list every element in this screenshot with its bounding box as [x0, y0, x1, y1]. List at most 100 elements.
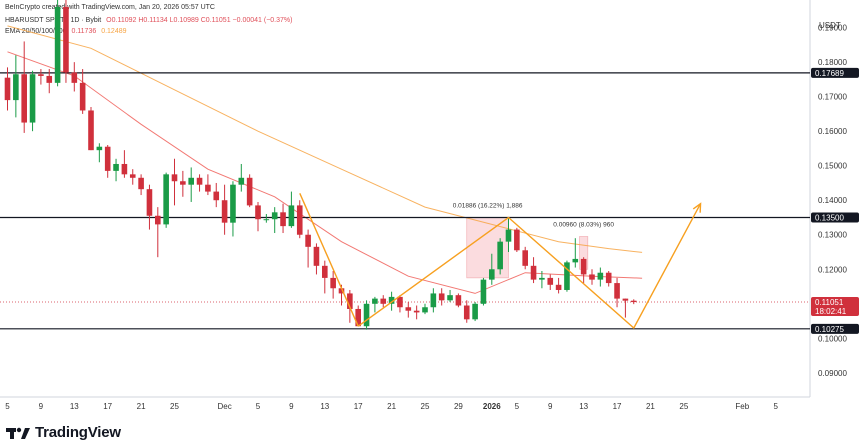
x-tick-label: 9: [289, 402, 294, 411]
x-tick-label: 5: [256, 402, 261, 411]
candle-down: [213, 191, 220, 201]
price-label-upper-box: [811, 67, 859, 78]
candle-down: [330, 277, 336, 289]
y-tick-label: 0.13000: [818, 231, 847, 240]
candle-down: [180, 181, 186, 185]
price-label-lower: 0.10275: [815, 325, 844, 334]
candle-up: [271, 212, 278, 220]
candle-up: [238, 177, 245, 185]
candle-up: [564, 262, 570, 290]
candle-up: [372, 298, 378, 304]
candle-up: [29, 74, 36, 123]
candle-down: [196, 177, 203, 185]
candle-down: [313, 246, 320, 266]
candle-up: [188, 177, 194, 185]
candle-down: [555, 284, 562, 290]
price-label-current-countdown: 18:02:41: [815, 307, 847, 316]
candle-up: [447, 295, 453, 301]
candle-down: [347, 293, 353, 309]
candle-up: [230, 184, 236, 223]
y-tick-label: 0.15000: [818, 162, 847, 171]
candle-up: [113, 163, 119, 171]
candle-down: [305, 234, 311, 247]
x-tick-label: 17: [613, 402, 622, 411]
candle-down: [104, 146, 111, 171]
y-tick-label: 0.10000: [818, 334, 847, 343]
x-tick-label: Dec: [217, 402, 231, 411]
candle-down: [88, 110, 94, 151]
candle-down: [438, 293, 445, 301]
candle-up: [96, 146, 103, 151]
x-tick-label: 5: [773, 402, 778, 411]
x-tick-label: 5: [5, 402, 10, 411]
x-tick-label: 5: [515, 402, 520, 411]
candle-down: [121, 163, 128, 175]
candle-up: [505, 229, 512, 242]
y-tick-label: 0.18000: [818, 58, 847, 67]
candle-up: [388, 296, 395, 304]
candle-down: [146, 189, 153, 216]
candle-down: [355, 308, 361, 327]
candle-down: [338, 288, 345, 294]
candle-down: [79, 82, 86, 111]
candle-down: [514, 229, 520, 251]
candle-up: [263, 219, 270, 221]
candle-down: [397, 296, 403, 308]
candle-down: [4, 77, 11, 101]
price-label-current-box: [811, 297, 859, 317]
candle-up: [480, 279, 487, 304]
candle-down: [413, 310, 420, 313]
ema-legend-label: EMA 20/50/100/200: [5, 28, 67, 35]
candle-down: [21, 74, 27, 123]
candle-down: [605, 272, 612, 284]
candle-down: [280, 212, 286, 227]
candle-down: [463, 305, 470, 320]
candle-down: [455, 295, 462, 306]
pattern-zigzag-line: [357, 203, 702, 330]
candle-down: [614, 283, 620, 299]
symbol-ohlc-row: HBARUSDT SPOT · 1D · Bybit O0.11092 H0.1…: [5, 17, 292, 24]
candle-up: [497, 241, 503, 270]
candle-up: [13, 74, 19, 101]
tradingview-logo-icon: [6, 427, 30, 439]
candle-down: [46, 75, 53, 83]
candle-down: [171, 174, 178, 182]
candle-up: [288, 205, 295, 227]
axis-unit-label: USDT: [819, 21, 841, 30]
candle-down: [63, 6, 69, 73]
candle-up: [597, 272, 604, 280]
measure-label-1: 0.01886 (16.22%) 1,886: [453, 202, 523, 209]
candle-up: [539, 277, 545, 280]
price-label-middle: 0.13500: [815, 213, 844, 222]
candle-up: [54, 6, 61, 83]
x-tick-label: 17: [103, 402, 112, 411]
candle-down: [547, 277, 554, 285]
x-tick-label: 2026: [483, 402, 501, 411]
x-tick-label: 13: [70, 402, 79, 411]
ema-short-line: [7, 51, 643, 294]
x-tick-label: 29: [454, 402, 463, 411]
y-tick-label: 0.19000: [818, 24, 847, 33]
candle-down: [255, 205, 261, 220]
candle-down: [522, 250, 528, 266]
candle-up: [489, 269, 495, 280]
x-tick-label: 25: [679, 402, 688, 411]
created-by-text: BeInCrypto created with TradingView.com,…: [5, 4, 215, 11]
tradingview-logo: TradingView: [6, 424, 121, 441]
candle-down: [71, 72, 78, 83]
y-tick-label: 0.09000: [818, 369, 847, 378]
ema-long-line: [7, 25, 643, 253]
x-tick-label: Feb: [735, 402, 749, 411]
candle-down: [622, 298, 629, 301]
y-tick-label: 0.14000: [818, 196, 847, 205]
candle-up: [163, 174, 169, 225]
price-label-middle-box: [811, 212, 859, 223]
candle-down: [246, 177, 253, 206]
symbol-text: HBARUSDT SPOT · 1D · Bybit: [5, 17, 102, 24]
x-tick-label: 21: [646, 402, 655, 411]
candle-down: [129, 174, 136, 178]
candle-down: [530, 265, 537, 280]
ohlc-text: O0.11092 H0.11134 L0.10989 C0.11051 −0.0…: [106, 17, 293, 24]
candle-down: [580, 258, 587, 275]
